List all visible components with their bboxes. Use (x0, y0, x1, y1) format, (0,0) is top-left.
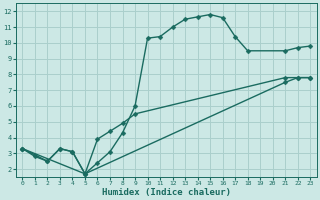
X-axis label: Humidex (Indice chaleur): Humidex (Indice chaleur) (102, 188, 231, 197)
